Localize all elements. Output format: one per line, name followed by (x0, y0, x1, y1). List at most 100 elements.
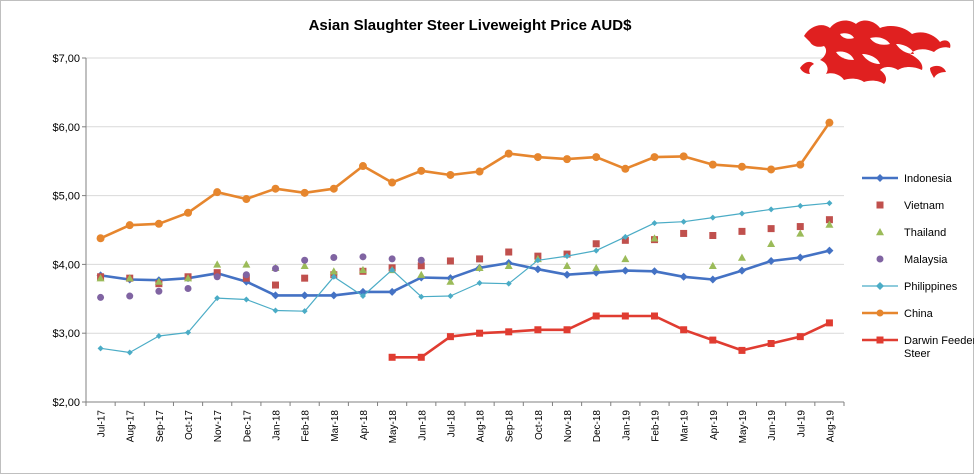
data-point-philippines (709, 214, 716, 221)
data-point-vietnam (213, 269, 221, 277)
data-point-indonesia (271, 291, 280, 300)
data-point-malaysia (126, 292, 134, 300)
data-point-philippines (534, 257, 541, 264)
data-point-china (417, 166, 426, 175)
data-point-thailand (475, 263, 484, 272)
data-point-philippines (738, 210, 745, 217)
data-point-indonesia (737, 266, 746, 275)
legend-item-china: China (862, 308, 934, 320)
legend: Indonesia Vietnam Thailand Malaysia Philippi… (862, 173, 974, 360)
x-tick-label: Aug-19 (825, 410, 836, 443)
x-tick-label: Nov-18 (563, 410, 574, 443)
data-point-indonesia (825, 246, 834, 255)
x-tick-label: Dec-18 (592, 410, 603, 443)
series-thailand (96, 220, 834, 285)
data-point-thailand (329, 267, 338, 275)
series-line-philippines (100, 202, 830, 354)
data-point-thailand (300, 261, 309, 269)
data-point-vietnam (301, 274, 309, 282)
data-point-darwin-feeder-steer (825, 319, 833, 327)
x-tick-label: Sep-18 (505, 410, 516, 443)
data-point-thailand (708, 261, 717, 269)
data-point-thailand (446, 277, 455, 285)
y-tick-labels: $2,00 $3,00 $4,00 $5,00 $6,00 $7,00 (52, 53, 80, 409)
data-point-philippines (97, 345, 104, 352)
chart-title: Asian Slaughter Steer Liveweight Price A… (309, 17, 633, 34)
data-point-indonesia (563, 270, 572, 279)
data-point-darwin-feeder-steer (417, 353, 425, 361)
legend-label-malaysia: Malaysia (904, 254, 948, 266)
y-tick-label: $7,00 (52, 53, 80, 65)
data-point-china (504, 149, 513, 158)
data-point-philippines (476, 279, 483, 286)
x-tick-label: Mar-18 (330, 410, 341, 442)
data-point-malaysia (359, 253, 367, 261)
data-point-vietnam (825, 216, 833, 224)
data-point-thailand (154, 277, 163, 285)
data-point-thailand (125, 274, 134, 282)
data-point-philippines (826, 200, 833, 207)
data-point-darwin-feeder-steer (388, 353, 396, 361)
legend-item-thailand: Thailand (876, 227, 946, 239)
red-dragon-logo (800, 20, 951, 84)
data-point-malaysia (417, 256, 425, 264)
x-tick-label: Jun-19 (767, 410, 778, 441)
data-point-china (213, 188, 222, 197)
data-point-china (125, 221, 134, 230)
legend-marker-philippines (876, 282, 884, 290)
data-point-darwin-feeder-steer (796, 333, 804, 341)
series-darwin-feeder-steer (388, 312, 833, 361)
data-point-malaysia (272, 265, 279, 273)
data-point-darwin-feeder-steer (446, 333, 454, 341)
data-point-philippines (155, 332, 162, 339)
legend-item-philippines: Philippines (862, 281, 958, 293)
data-point-thailand (592, 263, 601, 272)
x-tick-label: Oct-18 (534, 410, 545, 440)
data-point-philippines (447, 293, 454, 300)
data-point-thailand (563, 261, 572, 269)
data-point-philippines (389, 266, 396, 273)
data-point-thailand (796, 229, 805, 237)
data-point-darwin-feeder-steer (680, 326, 688, 334)
data-point-philippines (272, 307, 279, 314)
data-point-indonesia (679, 272, 688, 281)
series-line-china (100, 121, 831, 240)
data-point-thailand (184, 274, 193, 282)
data-point-philippines (680, 218, 687, 225)
dragon-icon (804, 20, 951, 84)
x-tick-label: Jun-18 (417, 410, 428, 441)
data-point-thailand (242, 260, 251, 268)
data-point-malaysia (242, 271, 250, 279)
data-point-indonesia (708, 275, 717, 284)
y-tick-label: $5,00 (52, 191, 80, 203)
data-point-philippines (126, 349, 133, 356)
data-point-vietnam (272, 281, 279, 289)
data-point-china (563, 155, 572, 164)
data-point-thailand (650, 234, 659, 242)
legend-item-indonesia: Indonesia (862, 173, 953, 185)
data-point-thailand (417, 270, 426, 278)
legend-item-malaysia: Malaysia (876, 254, 948, 266)
data-point-darwin-feeder-steer (534, 326, 542, 334)
data-point-china (621, 164, 630, 173)
series-line-darwin-feeder-steer (392, 314, 830, 359)
legend-label-china: China (904, 308, 934, 320)
x-tick-label: Jan-19 (621, 410, 632, 441)
y-tick-label: $4,00 (52, 259, 80, 271)
data-point-malaysia (213, 273, 221, 281)
data-point-vietnam (592, 240, 600, 248)
series (96, 118, 834, 361)
data-point-darwin-feeder-steer (709, 336, 717, 344)
data-point-china (329, 184, 338, 193)
x-tick-label: Mar-19 (680, 410, 691, 442)
data-point-malaysia (97, 293, 105, 301)
data-point-thailand (737, 253, 746, 261)
x-tick-label: Jul-18 (446, 410, 457, 438)
data-point-darwin-feeder-steer (767, 340, 775, 348)
data-point-china (708, 160, 717, 169)
data-point-indonesia (767, 256, 776, 265)
data-point-china (242, 195, 251, 204)
data-point-thailand (621, 254, 630, 263)
